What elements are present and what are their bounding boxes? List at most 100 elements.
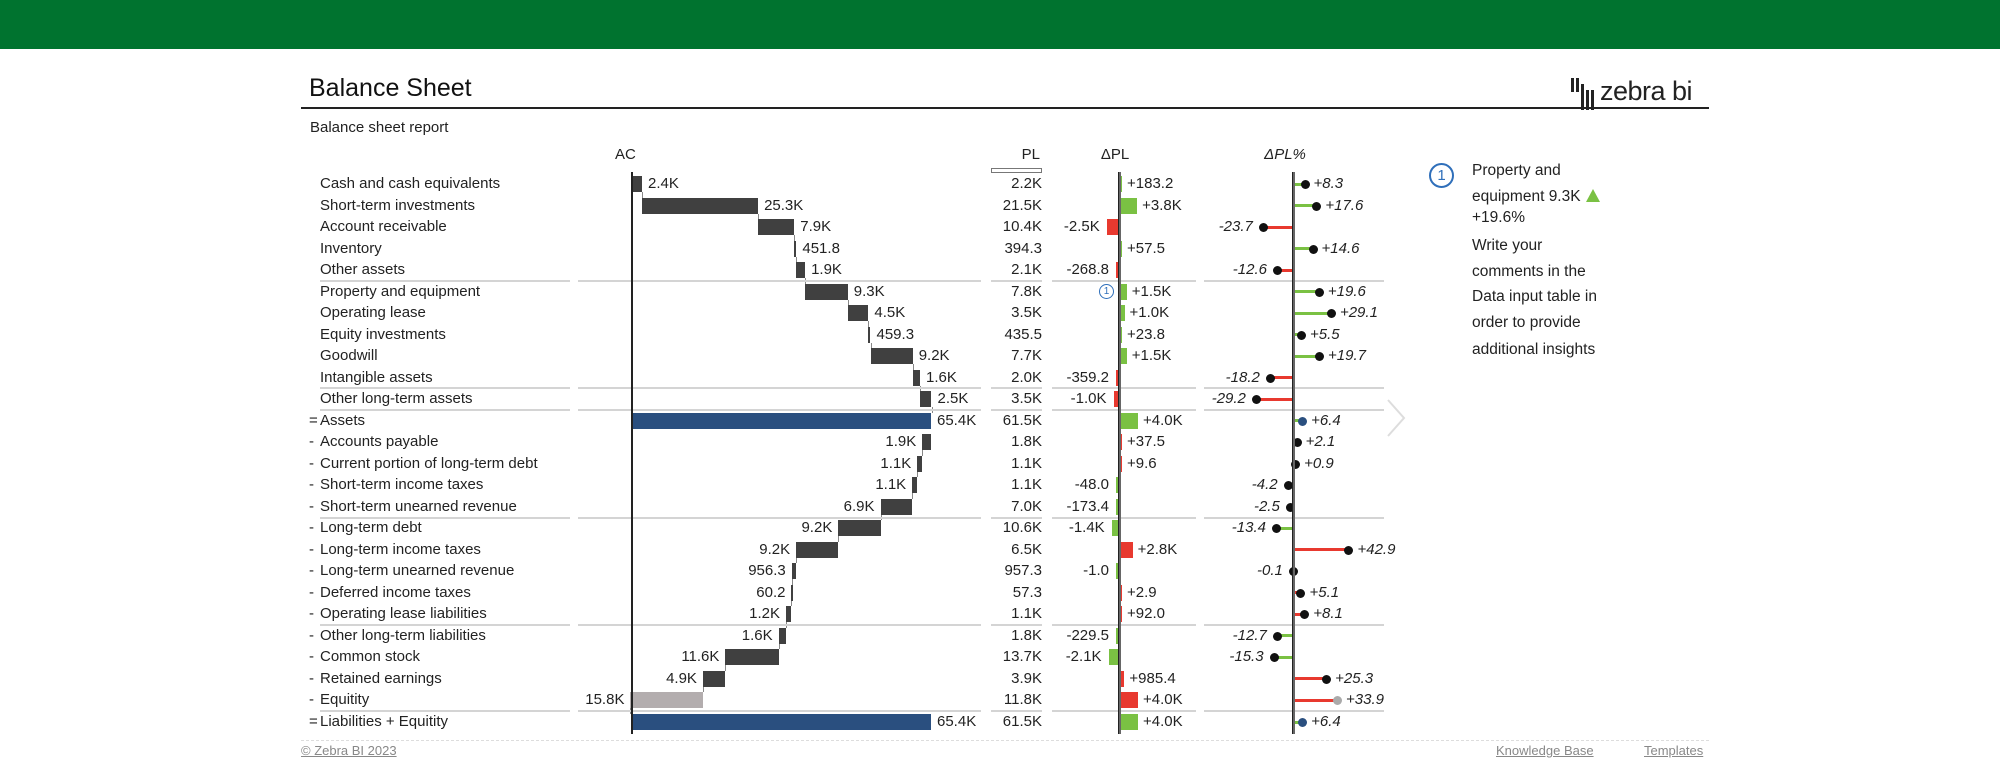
templates-link[interactable]: Templates	[1644, 743, 1704, 758]
delta-pl-percent-value: +6.4	[1311, 411, 1341, 429]
delta-pl-percent-dot	[1272, 631, 1282, 641]
knowledge-base-link[interactable]: Knowledge Base	[1496, 743, 1594, 758]
row-separator	[320, 516, 570, 519]
ac-value: 956.3	[748, 562, 786, 580]
delta-pl-value: -268.8	[1066, 261, 1109, 279]
ac-value: 9.2K	[918, 347, 950, 365]
column-header-pl: PL	[1021, 146, 1040, 163]
copyright-link[interactable]: © Zebra BI 2023	[301, 743, 397, 758]
delta-pl-bar	[1120, 434, 1122, 451]
delta-pl-percent-stem	[1269, 376, 1293, 380]
comment-text-line: comments in the	[1472, 263, 1586, 280]
delta-pl-percent-value: -15.3	[1229, 648, 1264, 666]
ac-value: 1.6K	[926, 368, 957, 386]
delta-pl-percent-value: +42.9	[1357, 540, 1396, 558]
pl-value: 3.5K	[1011, 304, 1042, 322]
ac-connector	[794, 235, 796, 241]
delta-pl-percent-value: +6.4	[1311, 713, 1341, 730]
pl-value: 3.9K	[1011, 669, 1042, 687]
row-prefix: -	[309, 605, 314, 623]
delta-pl-bar	[1116, 262, 1118, 279]
ac-value: 65.4K	[937, 411, 977, 429]
delta-pl-percent-value: +29.1	[1339, 304, 1378, 322]
zebra-bi-logo: zebra bi	[1571, 74, 1693, 110]
ac-connector	[838, 536, 840, 542]
delta-pl-percent-dot	[1326, 309, 1336, 319]
ac-connector	[912, 493, 914, 499]
delta-pl-percent-value: -2.5	[1253, 497, 1280, 515]
ac-value: 65.4K	[937, 713, 977, 730]
row-separator	[1052, 387, 1196, 390]
report-subtitle: Balance sheet report	[310, 119, 449, 136]
column-header-delta-pl: ΔPL	[1100, 146, 1130, 163]
ac-bar	[785, 606, 792, 623]
delta-pl-percent-value: +8.1	[1313, 605, 1343, 623]
delta-pl-percent-value: -18.2	[1225, 368, 1260, 386]
delta-pl-percent-value: +5.1	[1309, 583, 1340, 601]
pl-value: 957.3	[1004, 562, 1042, 580]
delta-pl-bar	[1111, 520, 1118, 537]
delta-pl-value: +4.0K	[1143, 691, 1183, 709]
delta-pl-bar	[1120, 283, 1127, 300]
comment-text-line: Data input table in	[1472, 288, 1597, 305]
row-prefix: =	[309, 713, 318, 730]
delta-pl-bar	[1116, 369, 1118, 386]
comment-number-badge[interactable]: 1	[1429, 163, 1454, 188]
delta-pl-percent-value: +2.1	[1305, 433, 1336, 451]
ac-bar	[847, 305, 869, 322]
delta-pl-bar	[1113, 391, 1118, 408]
delta-pl-value: +92.0	[1127, 605, 1165, 623]
delta-pl-percent-stem	[1273, 655, 1293, 659]
delta-pl-bar	[1106, 219, 1118, 236]
logo-text: zebra bi	[1600, 75, 1693, 106]
delta-pl-percent-value: -12.7	[1232, 626, 1267, 644]
ac-value: 2.4K	[648, 175, 679, 192]
ac-bar	[796, 541, 839, 558]
delta-pl-bar	[1116, 477, 1118, 494]
delta-pl-percent-dot	[1333, 696, 1343, 706]
page-title: Balance Sheet	[309, 74, 472, 102]
row-label: Long-term unearned revenue	[320, 562, 515, 580]
row-label: Common stock	[320, 648, 421, 666]
ac-connector	[791, 600, 793, 607]
comment-text-line: Write your	[1472, 237, 1543, 254]
delta-pl-percent-stem	[1294, 354, 1320, 358]
row-label: Goodwill	[320, 347, 378, 365]
delta-pl-bar	[1116, 563, 1118, 580]
delta-pl-percent-value: +19.6	[1327, 282, 1366, 300]
delta-pl-percent-dot	[1298, 718, 1308, 727]
pl-scale-marker	[991, 168, 1042, 173]
pl-value: 7.0K	[1011, 497, 1042, 515]
row-separator	[991, 516, 1042, 519]
row-prefix: -	[309, 540, 314, 558]
row-separator	[991, 279, 1042, 282]
pl-value: 10.4K	[1002, 218, 1042, 236]
delta-pl-value: -359.2	[1066, 368, 1109, 386]
ac-bar	[758, 219, 795, 236]
pl-value: 7.8K	[1011, 282, 1042, 300]
pl-value: 2.1K	[1011, 261, 1042, 279]
ac-value: 11.6K	[681, 648, 720, 666]
ac-bar	[920, 391, 932, 408]
row-separator	[320, 624, 570, 627]
comment-marker-icon[interactable]: 1	[1099, 283, 1114, 299]
row-prefix: -	[309, 454, 314, 472]
row-label: Cash and cash equivalents	[320, 175, 501, 192]
ac-bar	[917, 455, 923, 472]
footer-divider	[301, 740, 1709, 741]
row-separator	[320, 387, 570, 390]
pl-value: 435.5	[1004, 325, 1042, 343]
ac-value: 4.9K	[666, 669, 697, 687]
ac-bar	[805, 283, 848, 300]
ac-bar	[702, 670, 726, 687]
ac-bar	[791, 584, 793, 601]
zebra-logo-icon	[1571, 78, 1594, 110]
chevron-right-icon[interactable]	[1382, 398, 1412, 438]
row-label: Assets	[320, 411, 366, 429]
ac-connector	[870, 342, 872, 349]
delta-pl-bar	[1116, 498, 1118, 515]
delta-pl-percent-value: +25.3	[1335, 669, 1374, 687]
delta-pl-value: -2.5K	[1063, 218, 1100, 236]
ac-connector	[791, 579, 793, 585]
row-prefix: -	[309, 476, 314, 494]
